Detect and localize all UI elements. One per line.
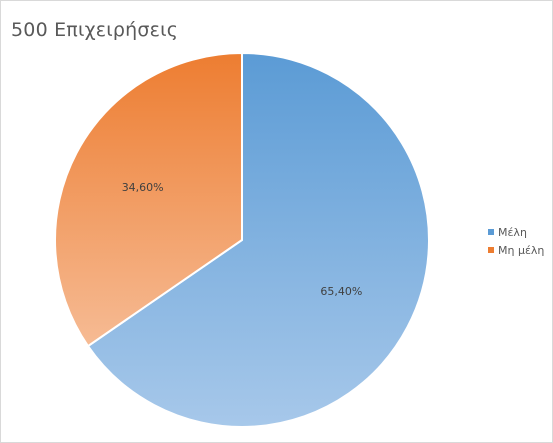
data-label-members: 65,40% [320,285,362,298]
pie-slice-members [86,51,430,428]
legend-swatch-members [488,229,494,235]
legend-item-non-members: Μη μέλη [488,241,544,259]
legend-label-non-members: Μη μέλη [498,243,545,257]
pie-slice-non-members [54,51,243,348]
data-label-non-members: 34,60% [122,181,164,194]
legend: Μέλη Μη μέλη [488,223,544,259]
legend-swatch-non-members [488,247,494,253]
legend-item-members: Μέλη [488,223,544,241]
legend-label-members: Μέλη [498,225,527,239]
chart-title: 500 Επιχειρήσεις [11,19,179,41]
